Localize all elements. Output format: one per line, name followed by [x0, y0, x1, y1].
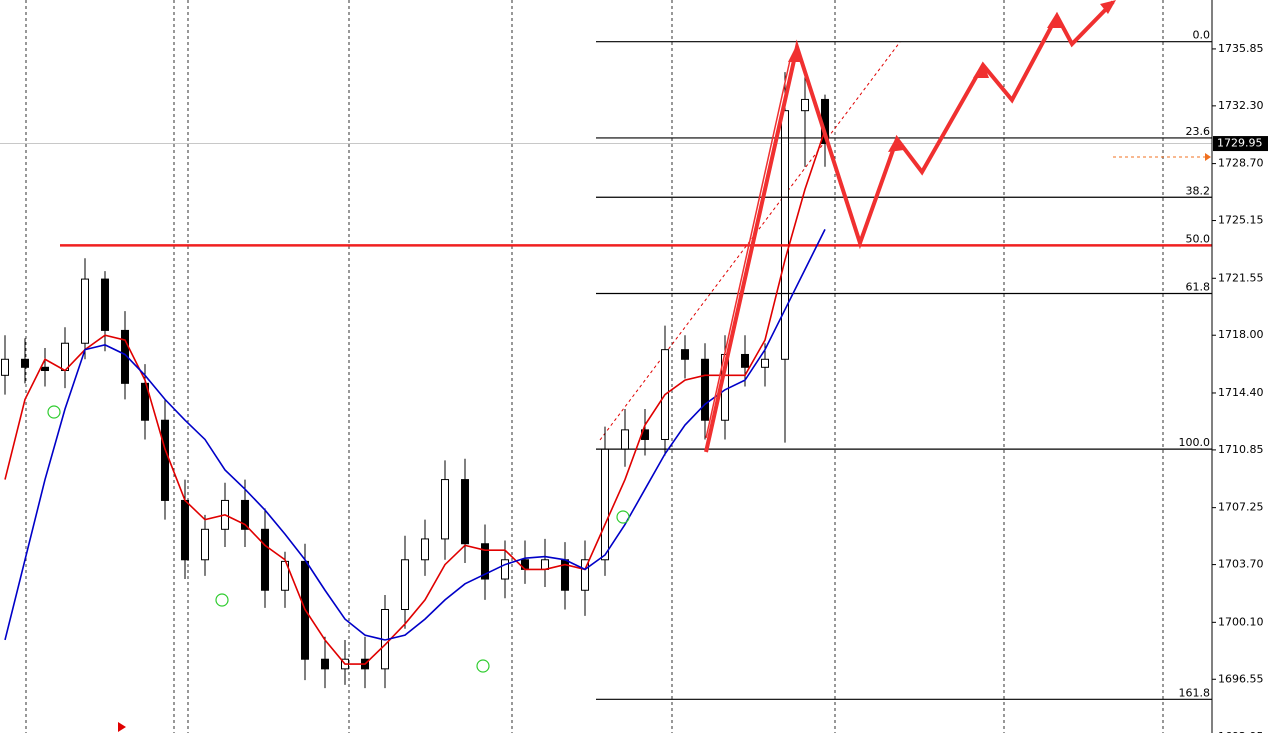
candle-body	[141, 382, 149, 421]
y-tick-label: 1735.85	[1218, 42, 1264, 55]
forecast-path	[704, 0, 1116, 453]
candle-body	[801, 98, 809, 112]
y-tick-label: 1721.55	[1218, 271, 1264, 284]
y-tick-label: 1703.70	[1218, 558, 1264, 571]
y-tick-label: 1707.25	[1218, 501, 1264, 514]
smiley	[616, 510, 630, 524]
moving-average	[4, 129, 826, 665]
candle-body	[541, 559, 549, 570]
marker	[118, 722, 126, 732]
forecast-thin	[705, 59, 791, 439]
arrow-head	[888, 136, 904, 152]
current-price-label: 1729.95	[1217, 137, 1263, 150]
y-tick-label: 1725.15	[1218, 214, 1264, 227]
candle-body	[201, 528, 209, 561]
y-tick-label: 1710.85	[1218, 443, 1264, 456]
candles	[1, 72, 829, 689]
price-pointer-head	[1205, 153, 1211, 161]
overlay: 0.0 23.6 38.2 50.0 61.8 100.0 161.8	[4, 29, 1270, 700]
y-tick-label: 1718.00	[1218, 328, 1264, 341]
candle-body	[441, 479, 449, 540]
y-tick-label: 1714.40	[1218, 386, 1264, 399]
fib-label: 100.0	[1179, 436, 1211, 449]
y-tick-label: 1728.70	[1218, 157, 1264, 170]
moving-average	[4, 229, 826, 641]
axis-labels: 1735.85 1732.30 1728.70 1725.15 1721.55 1718.…	[1212, 42, 1268, 733]
candle-body	[121, 329, 129, 384]
smiley	[476, 659, 490, 673]
candle-body	[701, 358, 709, 421]
candle-body	[241, 499, 249, 530]
fib-label: 161.8	[1179, 686, 1211, 699]
candle-body	[581, 559, 589, 591]
trend-line	[599, 41, 901, 441]
candle-body	[81, 278, 89, 344]
candle-body	[161, 419, 169, 501]
smiley-markers	[47, 405, 630, 673]
smiley	[215, 593, 229, 607]
arrow-head	[788, 44, 803, 62]
candle-body	[481, 543, 489, 580]
candle-body	[461, 479, 469, 545]
candle-body	[781, 110, 789, 360]
session-separators	[0, 0, 1212, 733]
candle-body	[621, 429, 629, 450]
candle-body	[401, 559, 409, 610]
candle-body	[741, 353, 749, 368]
candle-body	[501, 559, 509, 580]
candle-body	[21, 358, 29, 368]
price-axis	[1212, 0, 1280, 733]
y-tick-label: 1732.30	[1218, 99, 1264, 112]
smiley	[47, 405, 61, 419]
candle-body	[261, 528, 269, 591]
candle-body	[181, 499, 189, 561]
fib-label: 38.2	[1186, 184, 1211, 197]
fib-label: 23.6	[1186, 125, 1211, 138]
candle-body	[681, 349, 689, 360]
candle-body	[41, 366, 49, 372]
forecast-arrow	[704, 0, 1115, 453]
arrow-head	[1100, 0, 1116, 14]
arrow-head	[973, 62, 989, 78]
fib-label: 61.8	[1186, 281, 1211, 294]
y-tick-label: 1696.55	[1218, 672, 1264, 685]
y-tick-label: 1700.10	[1218, 615, 1264, 628]
candle-body	[761, 358, 769, 368]
candle-body	[321, 658, 329, 670]
y-tick-label: 1692.95	[1218, 730, 1264, 733]
current-price-box	[1213, 136, 1268, 152]
candle-body	[601, 448, 609, 561]
arrow-head	[1047, 12, 1063, 28]
candle-body	[1, 358, 9, 376]
candle-body	[421, 538, 429, 561]
candle-body	[101, 278, 109, 331]
fib-label: 0.0	[1193, 29, 1211, 42]
candle-body	[61, 342, 69, 372]
fib-label: 50.0	[1186, 232, 1211, 245]
